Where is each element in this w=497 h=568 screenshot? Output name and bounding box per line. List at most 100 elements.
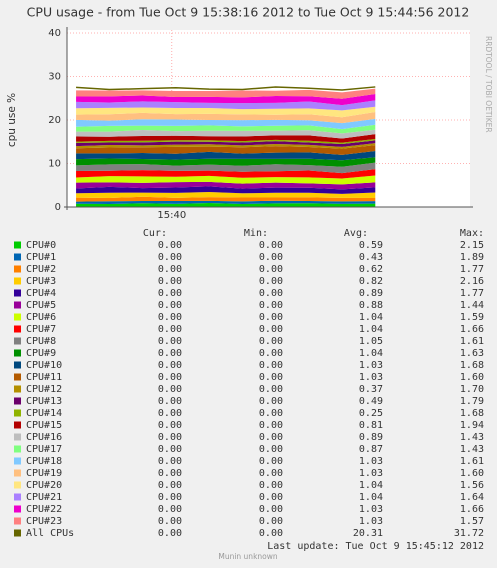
- legend-value: 0.00: [259, 240, 283, 251]
- legend-value: 0.00: [259, 432, 283, 443]
- legend-value: 0.00: [158, 408, 182, 419]
- legend-value: 0.00: [259, 252, 283, 263]
- legend-label: CPU#13: [26, 396, 62, 407]
- legend-value: 1.04: [359, 492, 383, 503]
- legend-value: 1.04: [359, 324, 383, 335]
- area: [76, 118, 376, 130]
- area: [76, 88, 376, 99]
- legend-value: 0.00: [259, 444, 283, 455]
- legend-swatch: [14, 253, 21, 261]
- area: [76, 134, 376, 143]
- legend-value: 0.00: [259, 264, 283, 275]
- legend-value: 0.00: [158, 444, 182, 455]
- legend-label: CPU#16: [26, 432, 62, 443]
- legend-value: 1.89: [460, 252, 484, 263]
- legend-label: CPU#12: [26, 384, 62, 395]
- area: [76, 93, 376, 106]
- side-text: RRDTOOL / TOBI OETIKER: [484, 36, 493, 133]
- legend-swatch: [14, 385, 21, 393]
- legend-value: 2.15: [460, 240, 484, 251]
- legend-value: 0.00: [259, 504, 283, 515]
- area: [76, 129, 376, 139]
- legend-value: 0.00: [158, 432, 182, 443]
- legend-swatch: [14, 325, 21, 333]
- total-line: [76, 86, 376, 91]
- footer: Munin unknown: [218, 552, 278, 561]
- area: [76, 186, 376, 194]
- legend-value: 0.00: [259, 480, 283, 491]
- legend-label: CPU#10: [26, 360, 62, 371]
- legend-label: CPU#5: [26, 300, 56, 311]
- legend-value: 1.68: [460, 360, 484, 371]
- legend-value: 0.00: [158, 312, 182, 323]
- legend-value: 0.00: [158, 504, 182, 515]
- area: [76, 111, 376, 124]
- legend-value: 1.44: [460, 300, 484, 311]
- legend-label: CPU#17: [26, 444, 62, 455]
- legend-value: 1.03: [359, 468, 383, 479]
- legend-value: 1.04: [359, 312, 383, 323]
- legend-value: 1.63: [460, 348, 484, 359]
- plot: 0 10 20 30 40 15:40: [48, 27, 473, 221]
- legend-value: 1.61: [460, 456, 484, 467]
- legend-value: 0.00: [259, 300, 283, 311]
- legend-value: 0.89: [359, 288, 383, 299]
- legend-swatch: [14, 505, 21, 513]
- area: [76, 175, 376, 185]
- legend-value: 0.00: [158, 384, 182, 395]
- legend-value: 1.94: [460, 420, 484, 431]
- y-tick-label: 20: [48, 115, 61, 126]
- legend-value: 0.88: [359, 300, 383, 311]
- legend-value: 1.56: [460, 480, 484, 491]
- legend-swatch: [14, 481, 21, 489]
- legend-value: 1.03: [359, 360, 383, 371]
- x-tick-label: 15:40: [157, 210, 186, 221]
- legend-header: Max:: [460, 228, 484, 239]
- area: [76, 169, 376, 179]
- legend-value: 0.00: [158, 396, 182, 407]
- legend-swatch: [14, 469, 21, 477]
- legend-value: 1.60: [460, 468, 484, 479]
- legend-swatch: [14, 517, 21, 525]
- legend-swatch: [14, 433, 21, 441]
- legend-value: 1.43: [460, 444, 484, 455]
- legend-value: 0.00: [259, 360, 283, 371]
- legend-swatch: [14, 397, 21, 405]
- legend-value: 0.00: [158, 288, 182, 299]
- legend-value: 1.77: [460, 288, 484, 299]
- legend-value: 1.04: [359, 480, 383, 491]
- legend-label: CPU#9: [26, 348, 56, 359]
- legend-swatch: [14, 313, 21, 321]
- legend-value: 1.66: [460, 504, 484, 515]
- legend-swatch: [14, 373, 21, 381]
- legend-label: CPU#2: [26, 264, 56, 275]
- legend-value: 0.00: [158, 468, 182, 479]
- legend-header: Min:: [244, 228, 268, 239]
- area: [76, 203, 376, 207]
- legend-value: 1.04: [359, 348, 383, 359]
- legend-value: 1.79: [460, 396, 484, 407]
- legend-value: 0.87: [359, 444, 383, 455]
- legend-value: 0.49: [359, 396, 383, 407]
- legend-value: 0.59: [359, 240, 383, 251]
- legend-value: 0.00: [259, 384, 283, 395]
- legend-label: CPU#7: [26, 324, 56, 335]
- y-tick-label: 10: [48, 159, 61, 170]
- y-tick-label: 0: [55, 202, 61, 213]
- legend-value: 0.00: [158, 528, 182, 539]
- legend-swatch: [14, 493, 21, 501]
- area: [76, 151, 376, 161]
- legend-value: 1.61: [460, 336, 484, 347]
- legend-value: 1.03: [359, 456, 383, 467]
- legend-value: 1.77: [460, 264, 484, 275]
- legend-swatch: [14, 457, 21, 465]
- legend-value: 0.00: [259, 288, 283, 299]
- legend-value: 1.59: [460, 312, 484, 323]
- legend-swatch: [14, 265, 21, 273]
- legend-value: 1.66: [460, 324, 484, 335]
- legend-swatch: [14, 277, 21, 285]
- last-update: Last update: Tue Oct 9 15:45:12 2012: [267, 541, 484, 552]
- legend-value: 0.00: [158, 480, 182, 491]
- legend-swatch: [14, 361, 21, 369]
